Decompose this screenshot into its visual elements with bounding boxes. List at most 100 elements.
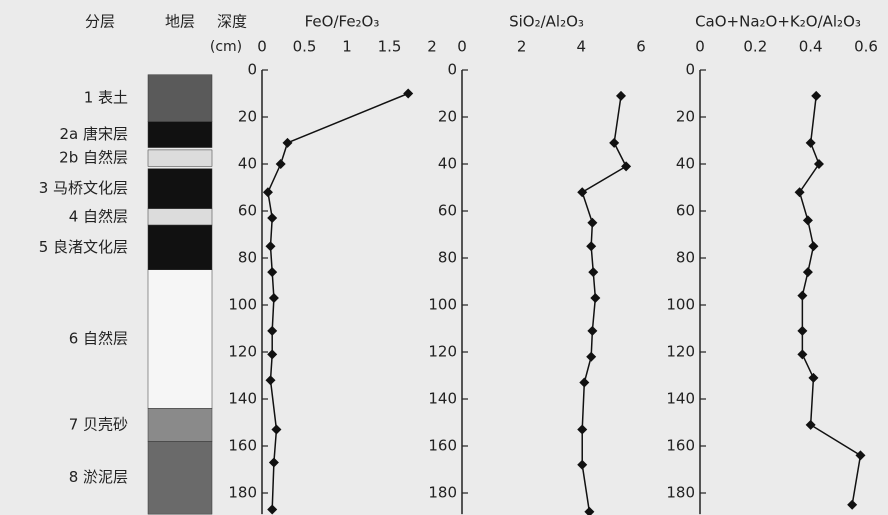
y-tick-label: 120 bbox=[666, 343, 695, 361]
marker bbox=[847, 499, 858, 510]
y-tick-label: 180 bbox=[666, 484, 695, 502]
y-tick-label: 140 bbox=[228, 390, 257, 408]
y-tick-label: 140 bbox=[428, 390, 457, 408]
marker bbox=[805, 137, 816, 148]
x-tick-label: 0.5 bbox=[293, 38, 317, 56]
chart-title: CaO+Na₂O+K₂O/Al₂O₃ bbox=[695, 13, 861, 31]
marker bbox=[267, 325, 278, 336]
marker bbox=[282, 137, 293, 148]
y-tick-label: 180 bbox=[228, 484, 257, 502]
stratum bbox=[147, 74, 213, 122]
y-tick-label: 160 bbox=[228, 437, 257, 455]
y-tick-label: 120 bbox=[228, 343, 257, 361]
marker bbox=[579, 377, 590, 388]
y-tick-label: 80 bbox=[438, 249, 457, 267]
chart-title: FeO/Fe₂O₃ bbox=[305, 13, 380, 31]
marker bbox=[268, 292, 279, 303]
y-tick-label: 100 bbox=[228, 296, 257, 314]
y-tick-label: 100 bbox=[666, 296, 695, 314]
marker bbox=[808, 372, 819, 383]
marker bbox=[802, 267, 813, 278]
marker bbox=[403, 88, 414, 99]
y-tick-label: 40 bbox=[238, 155, 257, 173]
stratum-label: 8 淤泥层 bbox=[69, 468, 128, 486]
x-tick-label: 6 bbox=[636, 38, 646, 56]
profile-line bbox=[581, 95, 628, 512]
marker bbox=[590, 292, 601, 303]
y-tick-label: 0 bbox=[685, 61, 695, 79]
y-tick-label: 120 bbox=[428, 343, 457, 361]
column-header: 地层 bbox=[165, 13, 195, 31]
marker bbox=[587, 325, 598, 336]
y-tick-label: 80 bbox=[238, 249, 257, 267]
x-tick-label: 2 bbox=[427, 38, 437, 56]
marker bbox=[265, 375, 276, 386]
y-tick-label: 0 bbox=[247, 61, 257, 79]
stratum-label: 4 自然层 bbox=[69, 207, 128, 225]
marker bbox=[265, 241, 276, 252]
x-tick-label: 4 bbox=[577, 38, 587, 56]
marker bbox=[855, 450, 866, 461]
profile-line bbox=[267, 92, 409, 510]
marker bbox=[811, 90, 822, 101]
y-tick-label: 40 bbox=[676, 155, 695, 173]
marker bbox=[797, 290, 808, 301]
marker bbox=[577, 459, 588, 470]
marker bbox=[797, 349, 808, 360]
x-tick-label: 1 bbox=[342, 38, 352, 56]
chart-title: SiO₂/Al₂O₃ bbox=[509, 13, 584, 31]
stratum-label: 2a 唐宋层 bbox=[59, 125, 128, 143]
marker bbox=[794, 187, 805, 198]
y-tick-label: 100 bbox=[428, 296, 457, 314]
marker bbox=[587, 217, 598, 228]
stratum-label: 3 马桥文化层 bbox=[39, 179, 128, 197]
marker bbox=[805, 419, 816, 430]
axis-label: 深度 bbox=[217, 13, 247, 31]
marker bbox=[267, 213, 278, 224]
y-tick-label: 0 bbox=[447, 61, 457, 79]
x-tick-label: 0 bbox=[695, 38, 705, 56]
x-tick-label: 0.6 bbox=[854, 38, 878, 56]
stratum bbox=[147, 121, 213, 148]
marker bbox=[267, 349, 278, 360]
marker bbox=[275, 159, 286, 169]
marker bbox=[584, 506, 595, 515]
x-tick-label: 0.4 bbox=[799, 38, 823, 56]
marker bbox=[616, 90, 627, 101]
marker bbox=[262, 187, 273, 198]
stratum-label: 7 贝壳砂 bbox=[69, 415, 128, 433]
stratum bbox=[147, 208, 213, 226]
y-tick-label: 20 bbox=[238, 108, 257, 126]
marker bbox=[271, 424, 282, 435]
marker bbox=[268, 457, 279, 468]
marker bbox=[267, 267, 278, 278]
x-tick-label: 1.5 bbox=[378, 38, 402, 56]
profile-line bbox=[798, 95, 862, 505]
y-tick-label: 20 bbox=[676, 108, 695, 126]
y-tick-label: 80 bbox=[676, 249, 695, 267]
marker bbox=[808, 241, 819, 252]
x-tick-label: 0.2 bbox=[743, 38, 767, 56]
stratum-label: 1 表土 bbox=[84, 89, 128, 107]
y-tick-label: 60 bbox=[438, 202, 457, 220]
marker bbox=[586, 241, 597, 252]
y-tick-label: 60 bbox=[676, 202, 695, 220]
marker bbox=[802, 215, 813, 226]
y-tick-label: 140 bbox=[666, 390, 695, 408]
marker bbox=[797, 325, 808, 336]
y-tick-label: 60 bbox=[238, 202, 257, 220]
marker bbox=[267, 504, 278, 515]
stratum bbox=[147, 441, 213, 515]
y-tick-label: 160 bbox=[666, 437, 695, 455]
marker bbox=[588, 267, 599, 278]
marker bbox=[813, 159, 824, 169]
y-tick-label: 180 bbox=[428, 484, 457, 502]
stratum bbox=[147, 269, 213, 409]
x-tick-label: 0 bbox=[457, 38, 467, 56]
marker bbox=[586, 351, 597, 362]
stratum bbox=[147, 408, 213, 442]
marker bbox=[577, 187, 588, 198]
stratum-label: 6 自然层 bbox=[69, 330, 128, 348]
column-header: 分层 bbox=[85, 13, 115, 31]
stratum-label: 5 良渚文化层 bbox=[39, 238, 128, 256]
